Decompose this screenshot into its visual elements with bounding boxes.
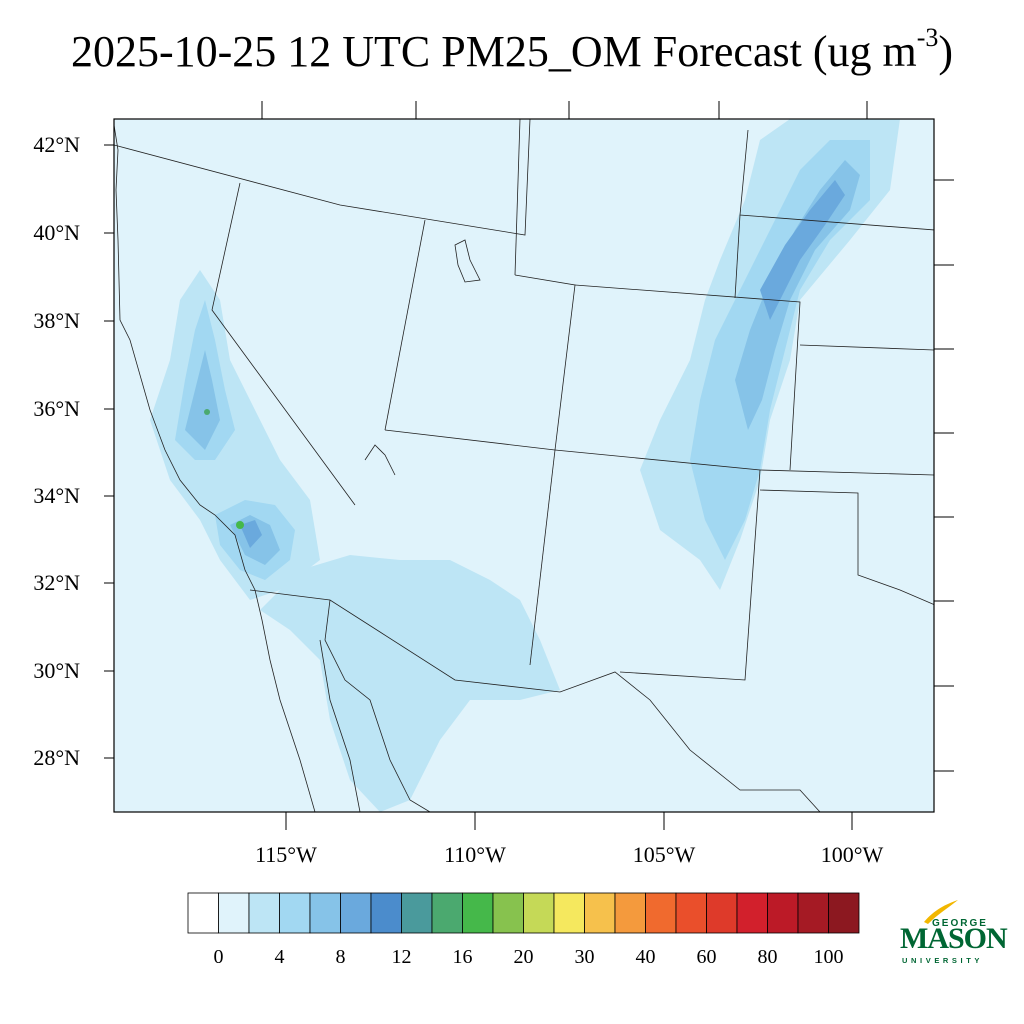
colorbar-swatch <box>370 892 402 934</box>
colorbar-tick-label: 40 <box>635 946 656 968</box>
lat-label: 36°N <box>33 396 80 421</box>
tick-marks <box>104 101 954 830</box>
state-boundaries <box>114 119 934 812</box>
colorbar-tick-label: 60 <box>696 946 717 968</box>
colorbar-swatch <box>675 892 707 934</box>
colorbar-tick-label: 20 <box>513 946 534 968</box>
colorbar-swatch <box>340 892 372 934</box>
colorbar-swatch <box>706 892 738 934</box>
title-exponent: -3 <box>916 23 939 52</box>
hotspot-la <box>236 521 244 529</box>
colorbar-tick-label: 4 <box>274 946 285 968</box>
great-salt-lake <box>454 239 481 283</box>
ks-ok-border <box>799 344 934 351</box>
logo-george: GEORGE <box>932 918 988 929</box>
ne-ks-border <box>734 214 741 299</box>
lat-label: 34°N <box>33 483 80 508</box>
lon-label: 110°W <box>444 842 506 867</box>
plume-level-1b <box>260 555 560 812</box>
ca-or-border <box>114 119 531 236</box>
flame-icon <box>924 900 958 924</box>
mexico-internal <box>319 639 361 812</box>
lat-label: 38°N <box>33 308 80 333</box>
co-border <box>574 284 801 471</box>
colorbar-swatch <box>828 892 860 934</box>
colorbar-tick-label: 100 <box>813 946 844 968</box>
colorbar-tick-label: 30 <box>574 946 595 968</box>
colorbar-swatch <box>584 892 616 934</box>
ok-border <box>759 469 934 476</box>
lat-label: 32°N <box>33 570 80 595</box>
colorbar-tick-label: 12 <box>391 946 412 968</box>
lat-label: 40°N <box>33 220 80 245</box>
logo-mason: MASON <box>900 922 1008 955</box>
lat-label: 42°N <box>33 132 80 157</box>
lat-label: 30°N <box>33 658 80 683</box>
colorbar-swatch <box>767 892 799 934</box>
plot-frame <box>113 118 935 813</box>
plume-level-3b <box>185 350 220 450</box>
logo-university: UNIVERSITY <box>902 956 984 965</box>
lon-label: 100°W <box>820 842 884 867</box>
lat-label: 28°N <box>33 745 80 770</box>
plume-level-4b <box>240 520 262 548</box>
ca-nv-border <box>211 182 356 506</box>
colorbar-swatch <box>614 892 646 934</box>
colorbar-swatch <box>797 892 829 934</box>
colorbar-swatch <box>431 892 463 934</box>
coastline <box>114 124 316 812</box>
concentration-field <box>150 119 900 812</box>
az-nm-border <box>529 449 556 666</box>
colorbar-swatch <box>248 892 280 934</box>
colorbar-swatch <box>309 892 341 934</box>
map-title: 2025-10-25 12 UTC PM25_OM Forecast (ug m… <box>0 22 1024 82</box>
lake-mead <box>364 444 396 476</box>
title-main: 2025-10-25 12 UTC PM25_OM Forecast (ug m <box>70 27 917 76</box>
plume-level-2 <box>690 140 870 560</box>
colorbar-tick-label: 0 <box>213 946 224 968</box>
colorbar-swatch <box>218 892 250 934</box>
colorbar-swatch <box>736 892 768 934</box>
tx-panhandle <box>759 489 934 606</box>
baja-gulf-coast <box>324 599 431 812</box>
gmu-logo: GEORGE MASON UNIVERSITY <box>898 898 1008 968</box>
nm-tx-border <box>554 449 761 681</box>
hotspot-fresno <box>204 409 210 415</box>
plume-level-3 <box>735 160 860 430</box>
colorbar-tick-label: 80 <box>757 946 778 968</box>
colorbar-tick-label: 8 <box>335 946 346 968</box>
colorbar-swatch <box>553 892 585 934</box>
nv-ut-border <box>384 219 426 431</box>
title-close: ) <box>938 27 954 76</box>
colorbar-swatch <box>492 892 524 934</box>
colorbar-swatch <box>523 892 555 934</box>
lon-label: 105°W <box>632 842 696 867</box>
colorbar-swatch <box>279 892 311 934</box>
us-mexico-border <box>249 589 821 812</box>
wy-border <box>514 119 521 276</box>
lon-label: 115°W <box>255 842 317 867</box>
colorbar-swatch <box>462 892 494 934</box>
colorbar-tick-label: 16 <box>452 946 473 968</box>
colorbar-swatch <box>401 892 433 934</box>
az-border <box>384 429 556 451</box>
plume-level-4 <box>760 180 845 320</box>
colorbar-swatch <box>645 892 677 934</box>
colorbar-swatch <box>187 892 219 934</box>
